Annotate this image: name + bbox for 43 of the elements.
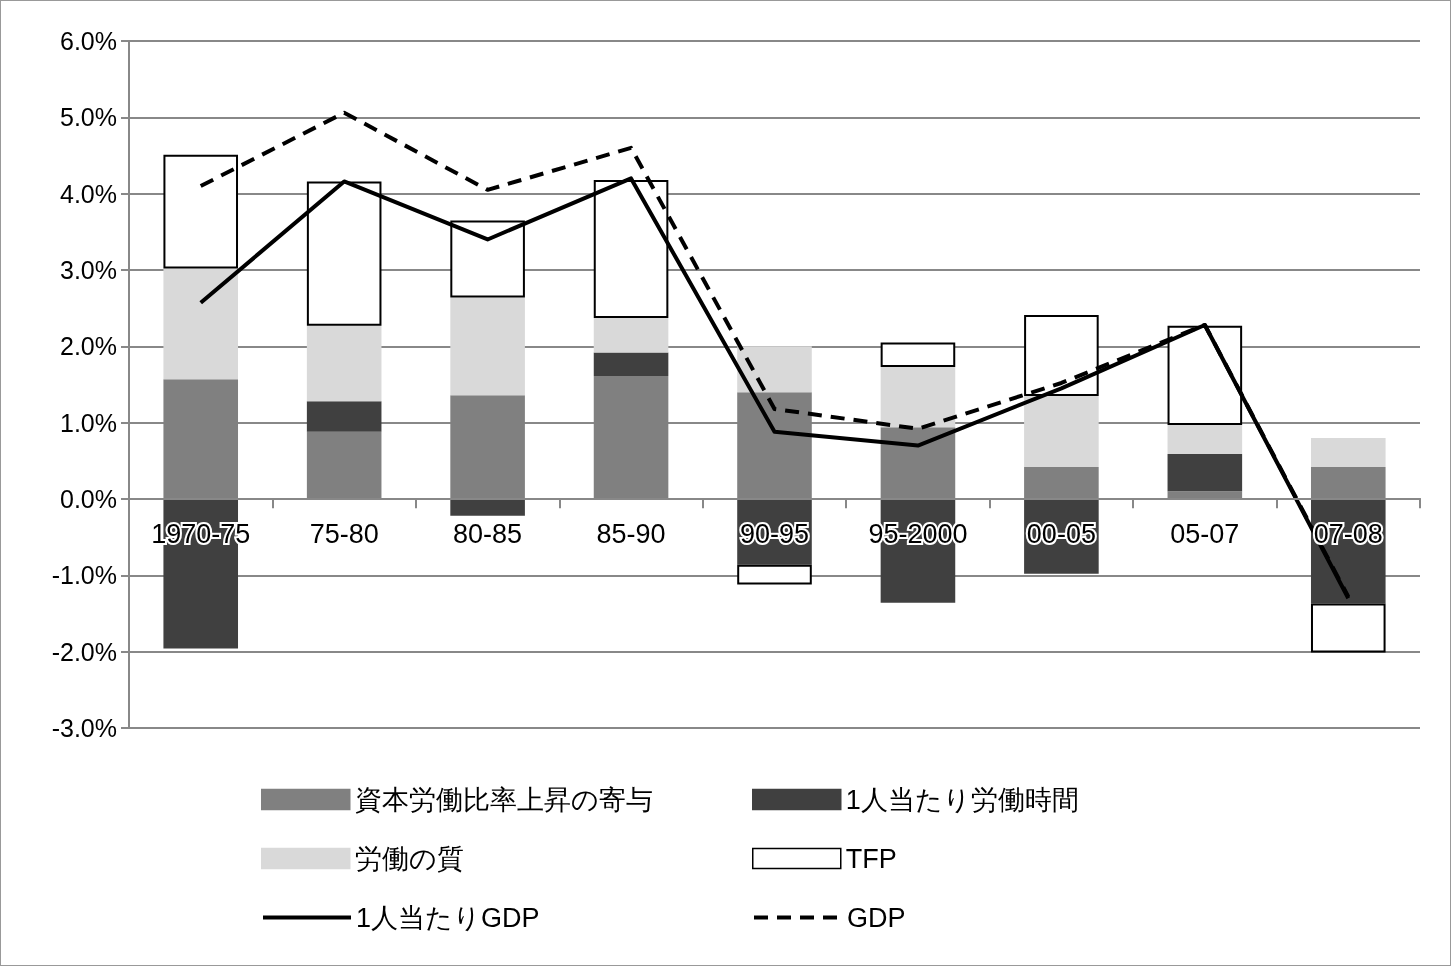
y-tick-label: 0.0% bbox=[60, 485, 117, 513]
bar bbox=[306, 401, 382, 432]
bar bbox=[593, 179, 669, 319]
x-tick-label: 90-95 bbox=[739, 518, 810, 549]
legend-label: TFP bbox=[845, 843, 897, 874]
legend-label: 資本労働比率上昇の寄与 bbox=[354, 784, 653, 815]
bar bbox=[880, 366, 956, 428]
bar bbox=[737, 564, 812, 585]
legend-label: 1人当たり労働時間 bbox=[845, 784, 1079, 815]
y-tick-label: 6.0% bbox=[60, 27, 117, 55]
x-tick-label: 80-85 bbox=[453, 518, 523, 549]
bar bbox=[450, 499, 525, 516]
bar bbox=[450, 297, 525, 396]
x-tick-label: 00-05 bbox=[1026, 518, 1096, 549]
y-tick-label: 2.0% bbox=[60, 332, 117, 361]
legend-label: 労働の質 bbox=[354, 843, 464, 874]
bar bbox=[306, 181, 382, 326]
bar bbox=[1167, 424, 1243, 454]
bar bbox=[593, 318, 669, 353]
y-tick-label: 5.0% bbox=[60, 103, 117, 132]
y-tick-label: -1.0% bbox=[51, 561, 117, 590]
bar bbox=[1167, 453, 1243, 492]
bar bbox=[1310, 603, 1386, 653]
bar bbox=[163, 268, 239, 380]
x-tick-label: 75-80 bbox=[309, 518, 379, 549]
y-tick-label: -3.0% bbox=[51, 714, 117, 742]
bar bbox=[1167, 325, 1243, 425]
bar bbox=[450, 220, 525, 298]
bar bbox=[306, 325, 382, 402]
y-tick-label: 3.0% bbox=[60, 256, 117, 284]
legend-label: 1人当たりGDP bbox=[356, 902, 540, 933]
bar bbox=[593, 352, 669, 377]
y-tick-label: 1.0% bbox=[60, 408, 117, 437]
y-tick-label: -2.0% bbox=[51, 637, 117, 666]
bar bbox=[737, 346, 812, 393]
y-tick-label: 4.0% bbox=[60, 179, 117, 208]
x-tick-label: 05-07 bbox=[1170, 518, 1240, 549]
bar bbox=[1024, 315, 1099, 396]
bar bbox=[1310, 437, 1386, 467]
x-tick-label: 85-90 bbox=[596, 518, 666, 549]
bar bbox=[1024, 395, 1099, 467]
bar bbox=[880, 342, 956, 367]
legend-label: GDP bbox=[847, 902, 906, 933]
